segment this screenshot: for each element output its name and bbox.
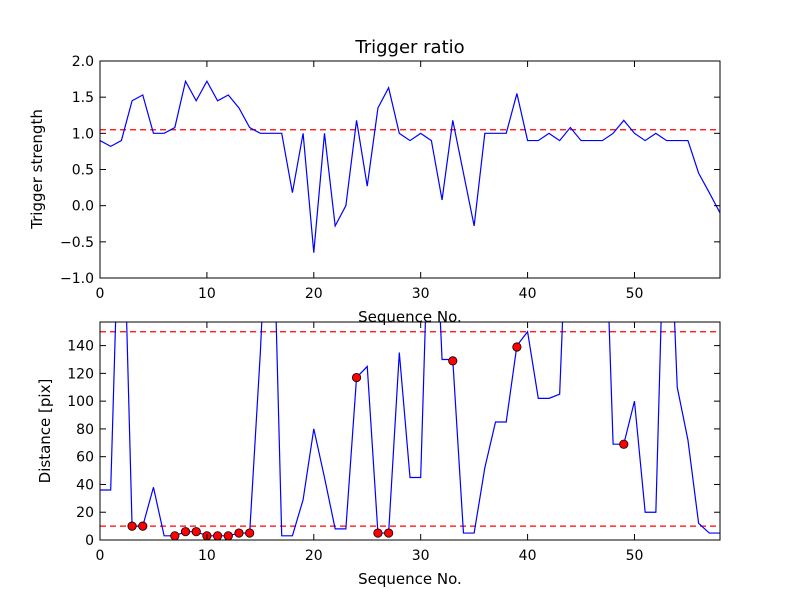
marker-point xyxy=(180,527,191,537)
bottom-plot: 0 10 20 30 40 50 0 20 40 60 80 100 120 140 xyxy=(67,321,721,564)
bottom-y-tick-label: 140 xyxy=(67,339,94,355)
bottom-x-axis-label: Sequence No. xyxy=(358,570,462,588)
top-y-tick-label: 1.0 xyxy=(72,126,94,142)
top-x-tick-label: 30 xyxy=(412,286,430,302)
marker-point xyxy=(138,521,148,531)
top-series-line xyxy=(100,79,720,253)
bottom-y-axis-label: Distance [pix] xyxy=(36,379,54,484)
bottom-x-tick-label: 0 xyxy=(96,548,105,564)
marker-point xyxy=(223,531,233,540)
marker-point xyxy=(170,531,180,540)
top-y-tick-label: 0.0 xyxy=(72,199,94,215)
bottom-x-tick-label: 40 xyxy=(519,548,537,564)
bottom-y-tick-label: 120 xyxy=(67,366,94,382)
top-y-axis-label: Trigger strength xyxy=(28,109,46,230)
marker-point xyxy=(373,528,383,538)
marker-point xyxy=(127,521,137,531)
bottom-y-tick-label: 60 xyxy=(76,450,94,466)
marker-point xyxy=(245,528,255,538)
marker-point xyxy=(191,527,201,537)
bottom-axes-frame xyxy=(99,321,721,541)
top-x-axis-label: Sequence No. xyxy=(358,308,462,326)
marker-point xyxy=(384,528,394,538)
bottom-y-tick-label: 0 xyxy=(85,533,94,549)
marker-point xyxy=(512,342,522,352)
bottom-plot-area xyxy=(100,322,720,540)
chart-title: Trigger ratio xyxy=(354,37,464,58)
top-plot: 0 10 20 30 40 50 −1.0 −0.5 0.0 0.5 1.0 1.5 2.0 xyxy=(60,54,721,302)
bottom-y-tick-label: 20 xyxy=(76,505,94,521)
marker-point xyxy=(619,439,629,449)
top-x-tick-label: 10 xyxy=(198,286,216,302)
top-y-tick-label: 2.0 xyxy=(72,54,94,70)
marker-point xyxy=(234,528,244,538)
top-y-tick-label: 0.5 xyxy=(72,163,94,179)
marker-point xyxy=(448,356,458,366)
bottom-y-tick-label: 100 xyxy=(67,394,94,410)
top-x-tick-label: 40 xyxy=(519,286,537,302)
marker-point xyxy=(351,372,362,383)
bottom-x-tick-label: 50 xyxy=(626,548,644,564)
bottom-y-tick-label: 40 xyxy=(76,477,94,493)
top-y-tick-label: −1.0 xyxy=(60,271,94,287)
bottom-x-tick-label: 30 xyxy=(412,548,430,564)
top-plot-area xyxy=(100,79,720,253)
top-x-tick-label: 0 xyxy=(96,286,105,302)
bottom-x-tick-label: 10 xyxy=(198,548,216,564)
top-y-tick-label: 1.5 xyxy=(72,90,94,106)
top-x-tick-label: 50 xyxy=(626,286,644,302)
top-x-tick-label: 20 xyxy=(305,286,323,302)
bottom-x-tick-label: 20 xyxy=(305,548,323,564)
marker-point xyxy=(212,531,223,540)
top-y-tick-label: −0.5 xyxy=(60,235,94,251)
bottom-y-tick-label: 80 xyxy=(76,422,94,438)
